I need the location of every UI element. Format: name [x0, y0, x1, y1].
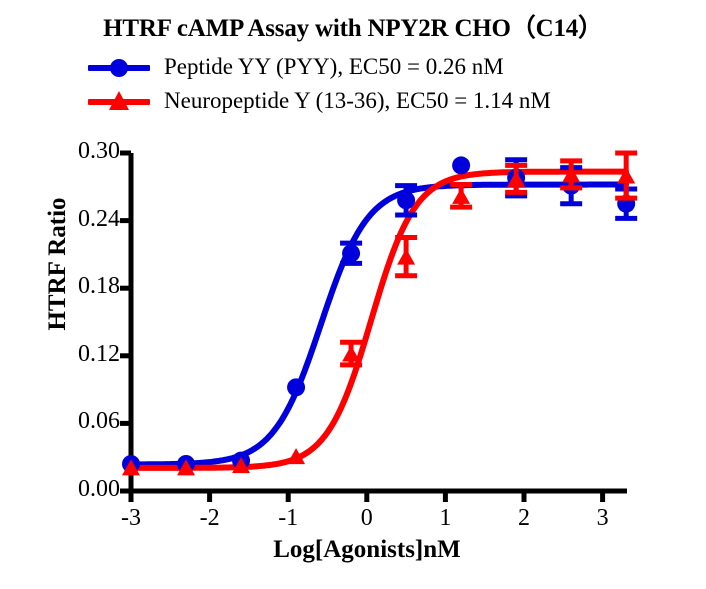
x-tick-label: 3 [596, 505, 609, 531]
fit-curve-npy [128, 168, 629, 471]
legend-item-pyy: Peptide YY (PYY), EC50 = 0.26 nM [88, 50, 706, 84]
y-tick-label: 0.06 [78, 408, 120, 435]
legend-item-npy: Neuropeptide Y (13-36), EC50 = 1.14 nM [88, 84, 706, 118]
data-point-marker [397, 191, 416, 210]
x-tick-label: -3 [121, 505, 141, 531]
series-npy [122, 150, 638, 476]
y-tick-label: 0.30 [78, 138, 120, 164]
axis-lines [128, 153, 627, 494]
data-point-marker [342, 244, 361, 263]
x-tick-label: -2 [199, 505, 220, 531]
chart-title: HTRF cAMP Assay with NPY2R CHO（C14） [103, 15, 603, 42]
legend-key-npy [88, 90, 150, 112]
x-tick-label: -1 [278, 505, 299, 531]
x-tick-label: 1 [439, 505, 452, 531]
fit-curve-pyy [128, 181, 629, 468]
x-tick-label: 0 [360, 505, 373, 531]
chart-legend: Peptide YY (PYY), EC50 = 0.26 nM Neurope… [88, 50, 706, 118]
data-point-marker [507, 170, 526, 187]
x-tick-label: 2 [518, 505, 530, 531]
data-point-marker [452, 156, 471, 175]
y-tick-label: 0.18 [78, 273, 120, 300]
circle-icon [110, 59, 128, 77]
data-point-marker [287, 378, 306, 397]
y-tick-label: 0.24 [78, 205, 120, 232]
data-point-marker [562, 166, 581, 183]
x-axis-title: Log[Agonists]nM [273, 536, 461, 563]
data-point-marker [177, 459, 196, 476]
data-point-marker [232, 457, 251, 474]
legend-label-pyy: Peptide YY (PYY), EC50 = 0.26 nM [164, 54, 504, 79]
triangle-icon [109, 91, 129, 110]
data-point-marker [452, 187, 471, 204]
data-point-marker [287, 448, 306, 465]
y-axis-title: HTRF Ratio [44, 197, 71, 331]
legend-label-npy: Neuropeptide Y (13-36), EC50 = 1.14 nM [164, 88, 551, 113]
data-point-marker [397, 248, 416, 265]
legend-key-pyy [88, 56, 150, 78]
data-point-marker [342, 345, 361, 362]
data-point-marker [122, 459, 140, 476]
axis-ticks [120, 150, 606, 502]
data-point-marker [617, 167, 636, 184]
y-tick-label: 0.12 [78, 340, 120, 367]
y-tick-label: 0.00 [78, 476, 120, 502]
